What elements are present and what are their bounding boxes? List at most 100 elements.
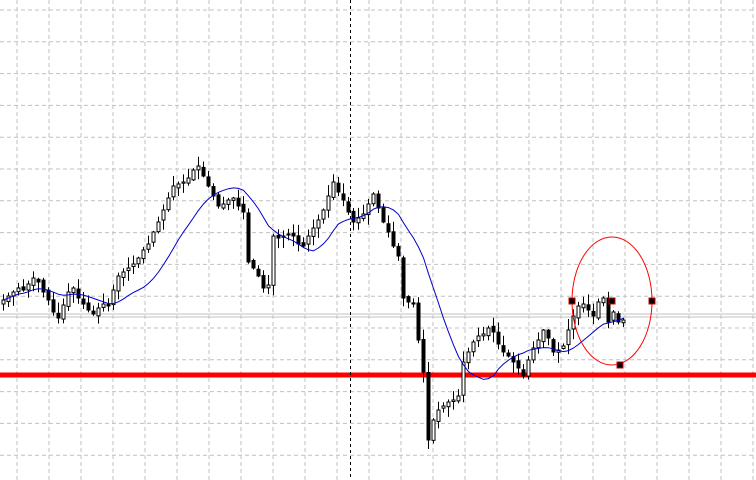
candle-bearish (51, 299, 56, 313)
candle-bullish (366, 203, 371, 216)
candle-bullish (436, 409, 441, 422)
candle-bearish (616, 313, 621, 323)
candle-bearish (496, 331, 501, 345)
candle-bullish (466, 351, 471, 364)
candle-bearish (236, 197, 241, 207)
candle-bearish (586, 304, 591, 311)
candle-bearish (396, 245, 401, 257)
candle-bullish (121, 271, 126, 278)
candle-bearish (251, 259, 256, 269)
candle-bearish (21, 286, 26, 291)
candle-bullish (191, 169, 196, 181)
candle-bullish (566, 329, 571, 346)
candle-bearish (256, 268, 261, 277)
candle-bearish (391, 231, 396, 247)
candle-bearish (421, 338, 426, 373)
candle-bullish (476, 335, 481, 342)
candle-bullish (461, 361, 466, 396)
candle-bullish (611, 311, 616, 321)
candle-bearish (46, 289, 51, 301)
ellipse-handle[interactable] (608, 297, 616, 305)
candle-bullish (441, 405, 446, 409)
candle-bullish (116, 275, 121, 292)
candle-bullish (131, 263, 136, 268)
candle-bullish (156, 221, 161, 233)
candle-bullish (481, 333, 486, 337)
candle-bullish (486, 327, 491, 337)
candle-bearish (76, 288, 81, 299)
candle-bullish (186, 177, 191, 184)
candle-bullish (536, 339, 541, 349)
candle-bullish (196, 165, 201, 171)
candle-bullish (526, 359, 531, 377)
candle-bullish (306, 235, 311, 245)
candle-bearish (291, 232, 296, 237)
candle-bullish (451, 399, 456, 403)
candle-bullish (101, 303, 106, 308)
candle-bullish (221, 203, 226, 209)
candle-bullish (541, 329, 546, 343)
candle-bearish (351, 210, 356, 223)
candle-bearish (411, 302, 416, 305)
candle-bearish (381, 207, 386, 223)
candle-bullish (581, 303, 586, 309)
candle-bullish (356, 217, 361, 224)
candle-bearish (521, 369, 526, 377)
candle-bullish (181, 181, 186, 184)
candle-bearish (426, 371, 431, 441)
candle-bullish (146, 243, 151, 250)
candle-bearish (506, 352, 511, 357)
candle-bullish (266, 284, 271, 289)
candle-bearish (201, 166, 206, 177)
candle-bearish (106, 303, 111, 307)
candle-bullish (321, 209, 326, 220)
candle-bearish (301, 242, 306, 247)
candle-bearish (206, 176, 211, 187)
ellipse-handle[interactable] (568, 297, 576, 305)
ellipse-annotation[interactable] (568, 236, 656, 369)
candle-bearish (346, 201, 351, 213)
candle-bullish (596, 301, 601, 319)
candle-bullish (561, 345, 566, 350)
candle-bullish (601, 297, 606, 304)
candle-bearish (86, 302, 91, 311)
ellipse-handle[interactable] (616, 361, 624, 369)
candle-bearish (401, 257, 406, 299)
candle-bullish (66, 291, 71, 307)
candle-bullish (126, 267, 131, 272)
candle-bullish (61, 304, 66, 320)
candle-bearish (241, 203, 246, 213)
candle-bullish (71, 287, 76, 294)
candle-bullish (231, 197, 236, 201)
candle-bearish (551, 339, 556, 353)
candle-bullish (16, 287, 21, 293)
candle-bullish (576, 305, 581, 319)
candle-bullish (111, 289, 116, 306)
candle-bearish (246, 212, 251, 263)
candle-bearish (591, 310, 596, 317)
candle-bullish (161, 209, 166, 221)
candle-bullish (331, 181, 336, 198)
candle-bullish (141, 249, 146, 260)
candle-bearish (261, 275, 266, 289)
candle-bullish (286, 233, 291, 236)
candle-bearish (546, 329, 551, 339)
ellipse-handle[interactable] (648, 297, 656, 305)
candle-bullish (271, 235, 276, 286)
moving-average-line (3, 187, 624, 380)
candle-bearish (91, 310, 96, 315)
candle-bullish (96, 307, 101, 317)
candle-bearish (406, 296, 411, 303)
candle-bearish (516, 360, 521, 369)
candle-bullish (446, 401, 451, 408)
candle-bearish (276, 234, 281, 239)
candle-bearish (216, 194, 221, 207)
candle-bearish (416, 302, 421, 341)
candle-bullish (621, 319, 626, 324)
candle-bullish (471, 341, 476, 353)
candle-bearish (386, 223, 391, 233)
candle-bullish (226, 199, 231, 205)
candle-bullish (176, 183, 181, 189)
candle-bearish (296, 235, 301, 245)
